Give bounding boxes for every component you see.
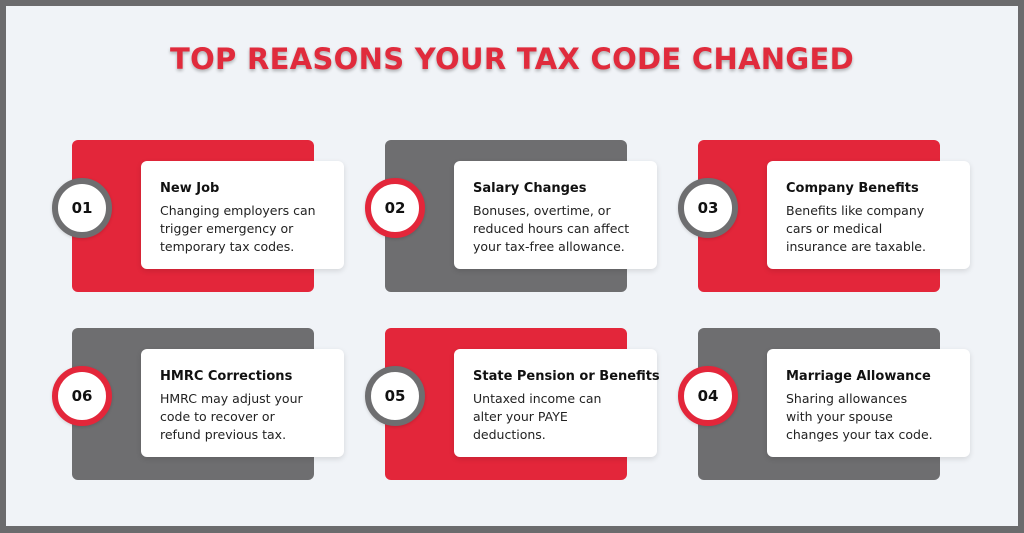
card-heading: State Pension or Benefits: [473, 369, 660, 384]
reason-card: Company Benefits Benefits like company car…: [678, 140, 978, 300]
reason-card: Salary Changes Bonuses, overtime, or reduc…: [365, 140, 665, 300]
card-panel: State Pension or Benefits Untaxed income …: [454, 349, 660, 457]
card-description-line: alter your PAYE: [473, 409, 568, 424]
number-badge: 01: [52, 178, 112, 238]
reason-card: New Job Changing employers can trigger eme…: [52, 140, 352, 300]
card-description-line: insurance are taxable.: [786, 239, 926, 254]
card-description: Untaxed income can alter your PAYE deducti…: [473, 390, 657, 444]
card-panel: Salary Changes Bonuses, overtime, or reduc…: [454, 161, 657, 269]
card-heading: HMRC Corrections: [160, 369, 293, 384]
card-panel: Marriage Allowance Sharing allowances with…: [767, 349, 970, 457]
number-badge: 05: [365, 366, 425, 426]
card-description-line: your tax-free allowance.: [473, 239, 625, 254]
page-title: TOP REASONS YOUR TAX CODE CHANGED: [170, 42, 854, 76]
card-description: Sharing allowances with your spouse change…: [786, 390, 970, 444]
card-heading: Salary Changes: [473, 181, 587, 196]
card-description-line: cars or medical: [786, 221, 883, 236]
card-description-line: trigger emergency or: [160, 221, 294, 236]
card-description-line: HMRC may adjust your: [160, 391, 303, 406]
number-badge: 06: [52, 366, 112, 426]
card-description-line: code to recover or: [160, 409, 275, 424]
card-description-line: changes your tax code.: [786, 427, 933, 442]
card-description-line: reduced hours can affect: [473, 221, 630, 236]
card-description-line: refund previous tax.: [160, 427, 287, 442]
card-heading: New Job: [160, 181, 220, 196]
card-description-line: Sharing allowances: [786, 391, 908, 406]
reason-card: HMRC Corrections HMRC may adjust your code…: [52, 328, 352, 488]
card-description-line: with your spouse: [786, 409, 893, 424]
card-description-line: Bonuses, overtime, or: [473, 203, 611, 218]
card-description: Bonuses, overtime, or reduced hours can a…: [473, 202, 657, 256]
card-description: HMRC may adjust your code to recover or re…: [160, 390, 344, 444]
number-badge: 02: [365, 178, 425, 238]
card-panel: HMRC Corrections HMRC may adjust your code…: [141, 349, 344, 457]
reason-card: Marriage Allowance Sharing allowances with…: [678, 328, 978, 488]
card-description-line: Benefits like company: [786, 203, 925, 218]
card-heading: Marriage Allowance: [786, 369, 931, 384]
number-badge: 04: [678, 366, 738, 426]
card-description-line: temporary tax codes.: [160, 239, 295, 254]
card-description: Changing employers can trigger emergency …: [160, 202, 344, 256]
card-description-line: Changing employers can: [160, 203, 316, 218]
card-description-line: deductions.: [473, 427, 546, 442]
card-description-line: Untaxed income can: [473, 391, 602, 406]
reason-card: State Pension or Benefits Untaxed income …: [365, 328, 665, 488]
card-description: Benefits like company cars or medical insu…: [786, 202, 970, 256]
card-panel: Company Benefits Benefits like company car…: [767, 161, 970, 269]
card-panel: New Job Changing employers can trigger eme…: [141, 161, 344, 269]
card-heading: Company Benefits: [786, 181, 919, 196]
number-badge: 03: [678, 178, 738, 238]
